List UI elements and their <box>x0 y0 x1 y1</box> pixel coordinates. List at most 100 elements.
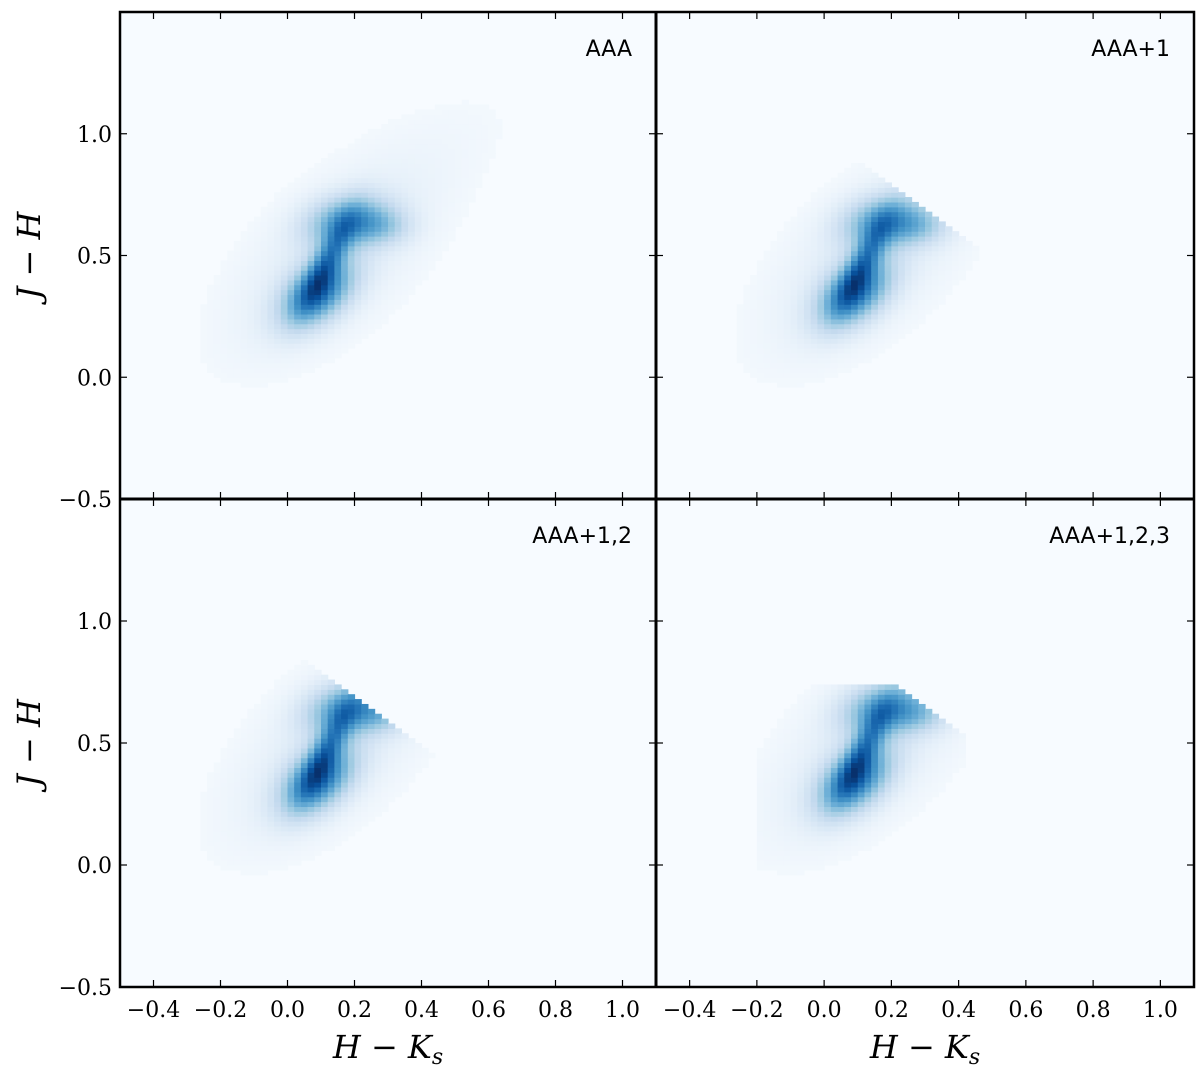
density-bin <box>388 762 396 768</box>
density-bin <box>871 236 879 242</box>
density-bin <box>891 236 899 242</box>
density-bin <box>938 245 946 252</box>
density-bin <box>408 777 416 783</box>
density-bin <box>884 728 892 734</box>
density-bin <box>334 245 342 252</box>
density-bin <box>294 723 302 729</box>
density-bin <box>817 811 825 817</box>
density-bin <box>837 791 845 798</box>
density-bin <box>441 133 449 140</box>
density-bin <box>770 835 778 842</box>
density-bin <box>790 309 798 315</box>
density-bin <box>341 245 349 252</box>
density-bin <box>374 318 382 325</box>
density-bin <box>777 240 785 247</box>
density-bin <box>341 211 349 218</box>
density-bin <box>287 318 295 325</box>
density-bin <box>857 187 866 193</box>
density-bin <box>233 772 242 778</box>
density-bin <box>347 245 356 252</box>
density-bin <box>837 211 845 218</box>
density-bin <box>441 236 449 242</box>
density-bin <box>461 162 469 169</box>
density-bin <box>844 777 852 783</box>
density-bin <box>294 245 302 252</box>
density-bin <box>307 236 315 242</box>
density-bin <box>857 830 866 837</box>
density-bin <box>851 172 859 179</box>
density-bin <box>361 313 369 320</box>
density-bin <box>227 328 235 335</box>
density-bin <box>354 231 362 237</box>
density-bin <box>307 845 315 851</box>
density-bin <box>280 699 289 705</box>
density-bin <box>810 274 819 281</box>
density-bin <box>810 362 819 369</box>
density-bin <box>904 708 913 715</box>
density-bin <box>824 362 832 369</box>
density-bin <box>830 216 839 223</box>
density-bin <box>341 333 349 339</box>
density-bin <box>334 240 342 247</box>
density-bin <box>388 133 396 140</box>
density-bin <box>824 855 832 861</box>
density-bin <box>830 201 839 208</box>
density-bin <box>388 796 396 803</box>
y-tick-label: 0.0 <box>77 366 112 391</box>
density-bin <box>367 279 376 286</box>
density-bin <box>394 279 402 286</box>
density-bin <box>294 791 302 798</box>
density-bin <box>434 226 443 232</box>
density-bin <box>851 738 859 744</box>
density-bin <box>294 855 302 861</box>
density-bin <box>287 250 295 257</box>
density-bin <box>857 786 866 793</box>
density-bin <box>414 767 423 773</box>
density-bin <box>347 158 356 164</box>
density-bin <box>254 255 262 261</box>
density-bin <box>240 240 248 247</box>
density-bin <box>837 747 845 754</box>
density-bin <box>354 328 362 335</box>
density-bin <box>401 119 409 125</box>
density-bin <box>327 284 335 291</box>
density-bin <box>381 777 389 783</box>
density-bin <box>851 197 859 203</box>
density-bin <box>455 221 463 227</box>
density-bin <box>837 348 845 354</box>
density-bin <box>817 362 825 369</box>
density-bin <box>307 284 315 291</box>
density-bin <box>220 294 228 300</box>
density-bin <box>837 304 845 310</box>
density-bin <box>367 313 376 320</box>
density-bin <box>381 796 389 803</box>
density-bin <box>877 328 886 335</box>
density-bin <box>388 192 396 198</box>
density-bin <box>254 309 262 315</box>
density-bin <box>367 743 376 749</box>
density-bin <box>851 187 859 193</box>
density-bin <box>321 177 329 184</box>
density-bin <box>428 752 436 759</box>
density-bin <box>374 153 382 159</box>
density-bin <box>938 718 946 725</box>
density-bin <box>341 304 349 310</box>
density-bin <box>844 236 852 242</box>
density-bin <box>321 825 329 832</box>
density-bin <box>307 270 315 276</box>
density-bin <box>925 216 933 223</box>
density-bin <box>394 124 402 130</box>
density-bin <box>260 869 268 876</box>
density-bin <box>314 816 322 822</box>
density-bin <box>777 245 785 252</box>
density-bin <box>844 850 852 856</box>
x-tick-label: 0.4 <box>404 998 439 1023</box>
density-bin <box>321 708 329 715</box>
density-bin <box>274 811 282 817</box>
density-bin <box>783 816 792 822</box>
density-bin <box>938 265 946 271</box>
density-bin <box>367 786 376 793</box>
density-bin <box>743 367 751 373</box>
density-bin <box>374 718 382 725</box>
density-bin <box>207 830 215 837</box>
